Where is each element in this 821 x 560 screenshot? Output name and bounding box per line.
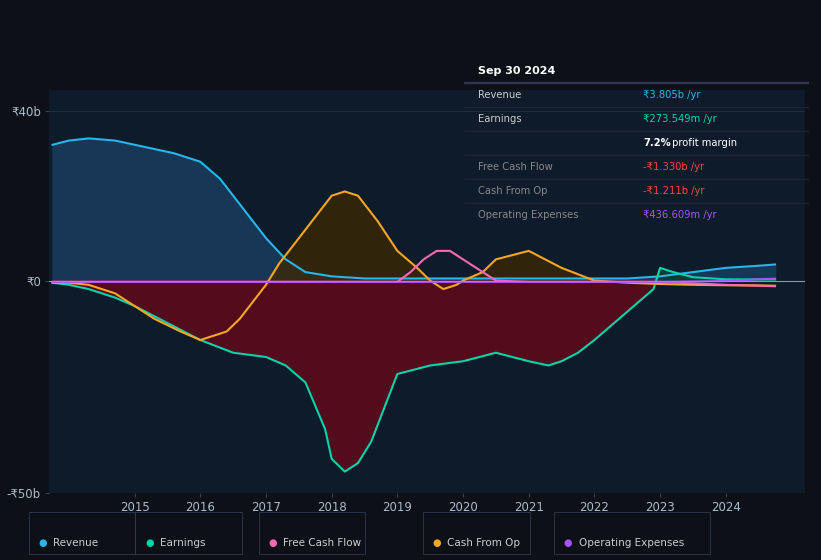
Text: ●: ●: [145, 538, 154, 548]
Text: Revenue: Revenue: [478, 90, 521, 100]
Text: Cash From Op: Cash From Op: [478, 186, 547, 196]
Text: Cash From Op: Cash From Op: [447, 538, 521, 548]
Text: Revenue: Revenue: [53, 538, 99, 548]
Text: ●: ●: [433, 538, 441, 548]
Text: ₹3.805b /yr: ₹3.805b /yr: [643, 90, 700, 100]
Text: -₹1.330b /yr: -₹1.330b /yr: [643, 162, 704, 172]
Text: Operating Expenses: Operating Expenses: [579, 538, 684, 548]
Text: Earnings: Earnings: [478, 114, 521, 124]
Text: profit margin: profit margin: [669, 138, 737, 148]
Text: ●: ●: [268, 538, 277, 548]
Text: Free Cash Flow: Free Cash Flow: [283, 538, 361, 548]
Text: ₹273.549m /yr: ₹273.549m /yr: [643, 114, 717, 124]
Text: Earnings: Earnings: [160, 538, 205, 548]
Text: ₹436.609m /yr: ₹436.609m /yr: [643, 210, 717, 220]
Text: ●: ●: [39, 538, 47, 548]
Text: 7.2%: 7.2%: [643, 138, 671, 148]
Text: -₹1.211b /yr: -₹1.211b /yr: [643, 186, 704, 196]
Text: Sep 30 2024: Sep 30 2024: [478, 66, 555, 76]
Text: Free Cash Flow: Free Cash Flow: [478, 162, 553, 172]
Text: Operating Expenses: Operating Expenses: [478, 210, 578, 220]
Text: ●: ●: [564, 538, 572, 548]
